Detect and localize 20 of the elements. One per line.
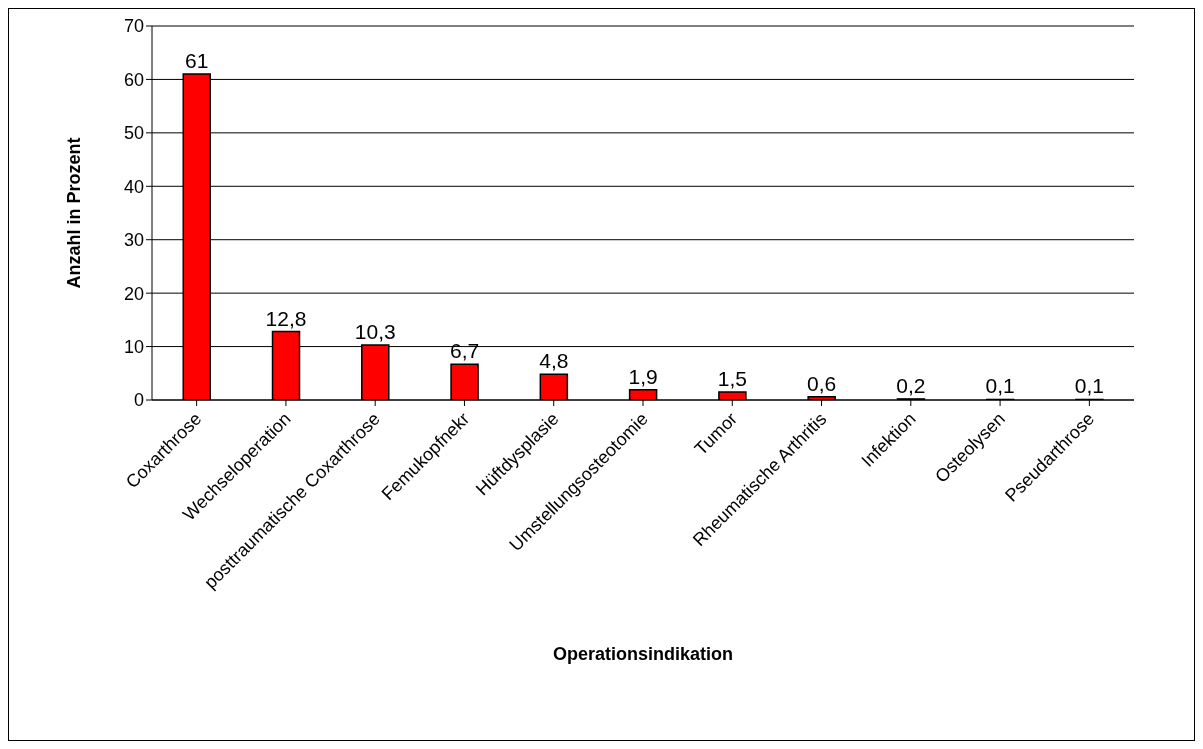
y-tick-label: 40 bbox=[123, 176, 144, 197]
y-tick-label: 50 bbox=[123, 123, 144, 144]
data-label: 4,8 bbox=[539, 349, 569, 373]
data-label: 61 bbox=[185, 49, 209, 73]
y-tick-label: 10 bbox=[123, 336, 144, 357]
y-axis-title: Anzahl in Prozent bbox=[64, 137, 85, 289]
x-axis-title: Operationsindikation bbox=[552, 644, 734, 664]
y-tick-label: 60 bbox=[123, 69, 144, 90]
data-label: 0,1 bbox=[1074, 374, 1105, 398]
y-tick-label: 30 bbox=[123, 230, 144, 251]
data-label: 12,8 bbox=[265, 306, 307, 330]
data-label: 10,3 bbox=[354, 319, 396, 343]
data-label: 1,5 bbox=[717, 366, 747, 390]
y-tick-label: 20 bbox=[123, 283, 144, 304]
data-label: 0,2 bbox=[896, 373, 926, 397]
data-label: 0,1 bbox=[985, 374, 1015, 398]
data-label: 1,9 bbox=[628, 364, 658, 388]
data-label: 0,6 bbox=[807, 371, 837, 395]
y-tick-label: 0 bbox=[133, 390, 144, 411]
y-tick-label: 70 bbox=[123, 16, 144, 37]
